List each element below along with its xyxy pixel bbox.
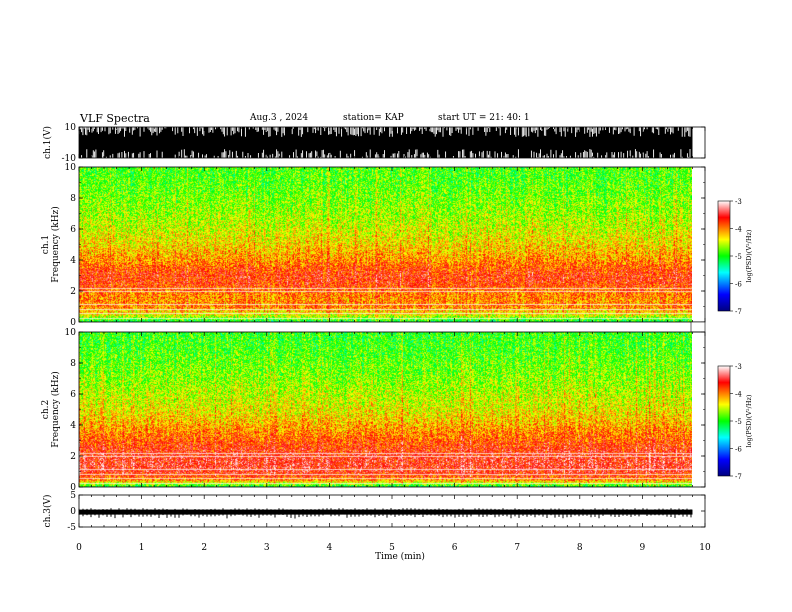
y-tick-label: 6	[70, 390, 76, 400]
y-tick-label: 2	[70, 452, 76, 462]
y-tick-label: 8	[70, 359, 76, 369]
ch1-spectrogram-image	[79, 167, 692, 322]
x-tick-label: 4	[327, 543, 333, 553]
y-tick-label: 4	[70, 256, 76, 266]
colorbar-tick-label: -7	[735, 308, 742, 316]
colorbar-tick-label: -6	[735, 281, 742, 289]
x-ticks	[78, 332, 706, 487]
header-date: Aug.3 , 2024	[250, 113, 309, 123]
x-tick-label: 6	[452, 543, 458, 553]
colorbar-tick-label: -5	[735, 253, 742, 261]
y-tick-label: 4	[70, 421, 76, 431]
y-minor-ticks	[79, 331, 705, 488]
y-tick-label: 0	[70, 507, 76, 517]
ch1-spectrogram-panel: 0 2 4 6 8 10 ch.1 Frequency (kHz)	[41, 163, 706, 333]
y-axis-label-channel: ch.1	[41, 235, 51, 254]
y-tick-label: 10	[65, 163, 77, 173]
colorbar-label: log(PSD)(V²/Hz)	[745, 394, 753, 447]
x-tick-label: 9	[640, 543, 646, 553]
colorbar-label: log(PSD)(V²/Hz)	[745, 229, 753, 282]
y-axis-label: ch.1(V)	[42, 126, 53, 159]
colorbar-tick-label: -7	[735, 473, 742, 481]
colorbar-tick-label: -4	[735, 226, 742, 234]
colorbar-tick-label: -4	[735, 391, 742, 399]
y-tick-label: 5	[70, 491, 76, 501]
y-tick-label: 10	[65, 328, 77, 338]
y-tick-label: 2	[70, 287, 76, 297]
header-station: station= KAP	[343, 113, 404, 123]
ch1-waveform-fill	[79, 127, 693, 158]
ch2-colorbar	[717, 365, 731, 477]
x-tick-label: 2	[201, 543, 207, 553]
x-tick-label: 10	[699, 543, 711, 553]
ch2-spectrogram-image	[79, 332, 692, 487]
x-tick-label: 0	[76, 543, 82, 553]
ch3-waveform-panel: 5 0 -5 ch.3(V)	[42, 491, 706, 533]
x-tick-label: 5	[389, 543, 395, 553]
y-tick-label: 6	[70, 225, 76, 235]
colorbar-tick-label: -3	[735, 363, 742, 371]
colorbar-tick-label: -6	[735, 446, 742, 454]
panel-gap-marker	[690, 321, 706, 333]
x-tick-label: 3	[264, 543, 270, 553]
y-axis-label-channel: ch.2	[41, 400, 51, 419]
y-tick-label: 0	[70, 318, 76, 328]
y-tick-label: 8	[70, 194, 76, 204]
x-ticks	[78, 127, 706, 158]
y-tick-label: 0	[70, 483, 76, 493]
x-tick-label: 7	[514, 543, 520, 553]
colorbar-tick-label: -3	[735, 198, 742, 206]
header-start-time: start UT = 21: 40: 1	[438, 113, 530, 123]
ch2-spectrogram-panel: 0 2 4 6 8 10 ch.2 Frequency (kHz)	[41, 328, 706, 493]
y-tick-label: -10	[62, 154, 77, 164]
y-tick-label: 10	[65, 123, 77, 133]
y-minor-ticks	[79, 166, 705, 323]
x-ticks	[78, 167, 706, 322]
ch1-waveform-panel: 10 -10 ch.1(V)	[42, 123, 706, 164]
y-axis-label-frequency: Frequency (kHz)	[50, 206, 61, 283]
ch3-waveform-band	[79, 509, 693, 515]
x-ticks	[78, 495, 706, 527]
colorbar-tick-label: -5	[735, 418, 742, 426]
y-axis-label-frequency: Frequency (kHz)	[50, 371, 61, 448]
y-axis-label: ch.3(V)	[42, 495, 53, 528]
ch1-colorbar	[717, 200, 731, 312]
y-tick-label: -5	[67, 523, 76, 533]
x-tick-label: 1	[139, 543, 145, 553]
x-tick-label: 8	[577, 543, 583, 553]
x-axis-label: Time (min)	[375, 551, 425, 562]
chart-title: VLF Spectra	[80, 112, 150, 125]
